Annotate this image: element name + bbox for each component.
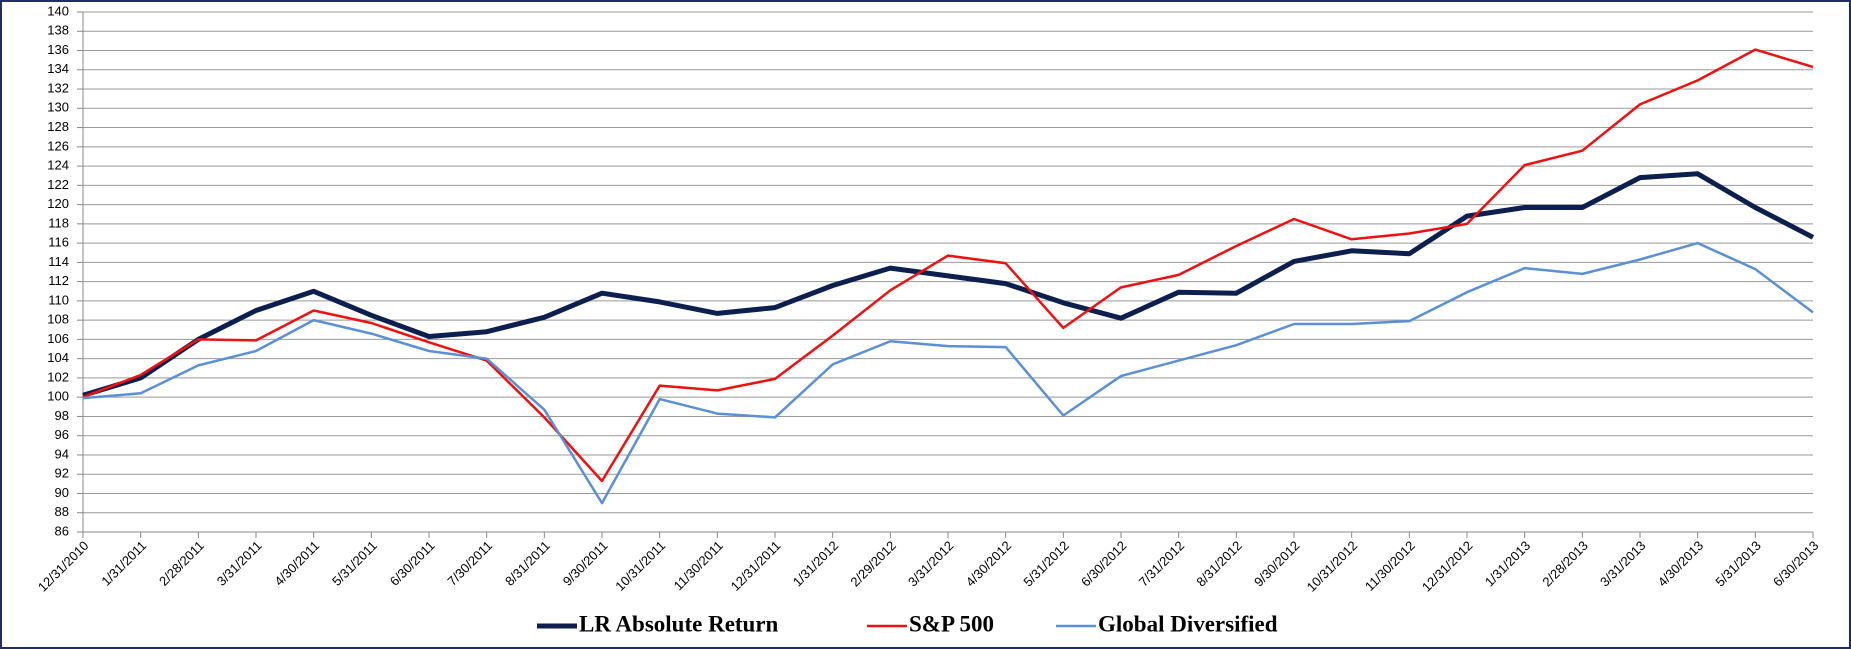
y-tick-label: 114 xyxy=(48,254,69,269)
series-line xyxy=(82,48,1814,483)
y-tick-label: 90 xyxy=(55,485,69,500)
y-tick-label: 112 xyxy=(48,273,69,288)
y-tick-label: 116 xyxy=(48,235,69,250)
y-tick-label: 96 xyxy=(55,427,69,442)
y-tick-label: 92 xyxy=(55,466,69,481)
y-tick-label: 128 xyxy=(47,119,69,134)
y-tick-label: 110 xyxy=(48,292,69,307)
y-tick-label: 98 xyxy=(55,408,69,423)
y-tick-label: 104 xyxy=(47,350,69,365)
y-tick-label: 136 xyxy=(47,42,69,57)
y-tick-label: 124 xyxy=(47,158,69,173)
y-tick-label: 122 xyxy=(47,177,69,192)
y-tick-label: 120 xyxy=(47,196,69,211)
y-tick-label: 134 xyxy=(47,61,69,76)
series-line xyxy=(82,171,1815,398)
y-tick-label: 100 xyxy=(47,389,69,404)
y-tick-label: 88 xyxy=(55,504,69,519)
y-tick-label: 132 xyxy=(47,80,69,95)
y-tick-label: 126 xyxy=(47,138,69,153)
legend-label: S&P 500 xyxy=(909,611,994,636)
y-tick-label: 102 xyxy=(47,369,69,384)
legend-label: Global Diversified xyxy=(1098,611,1278,636)
y-tick-label: 94 xyxy=(55,446,69,461)
y-tick-label: 108 xyxy=(47,312,69,327)
y-tick-label: 118 xyxy=(48,215,69,230)
series-line xyxy=(82,241,1814,505)
y-tick-label: 140 xyxy=(47,3,69,18)
y-tick-label: 106 xyxy=(47,331,69,346)
legend-label: LR Absolute Return xyxy=(579,611,779,636)
y-tick-label: 138 xyxy=(47,23,69,38)
y-tick-label: 86 xyxy=(55,523,69,538)
y-tick-label: 130 xyxy=(47,100,69,115)
